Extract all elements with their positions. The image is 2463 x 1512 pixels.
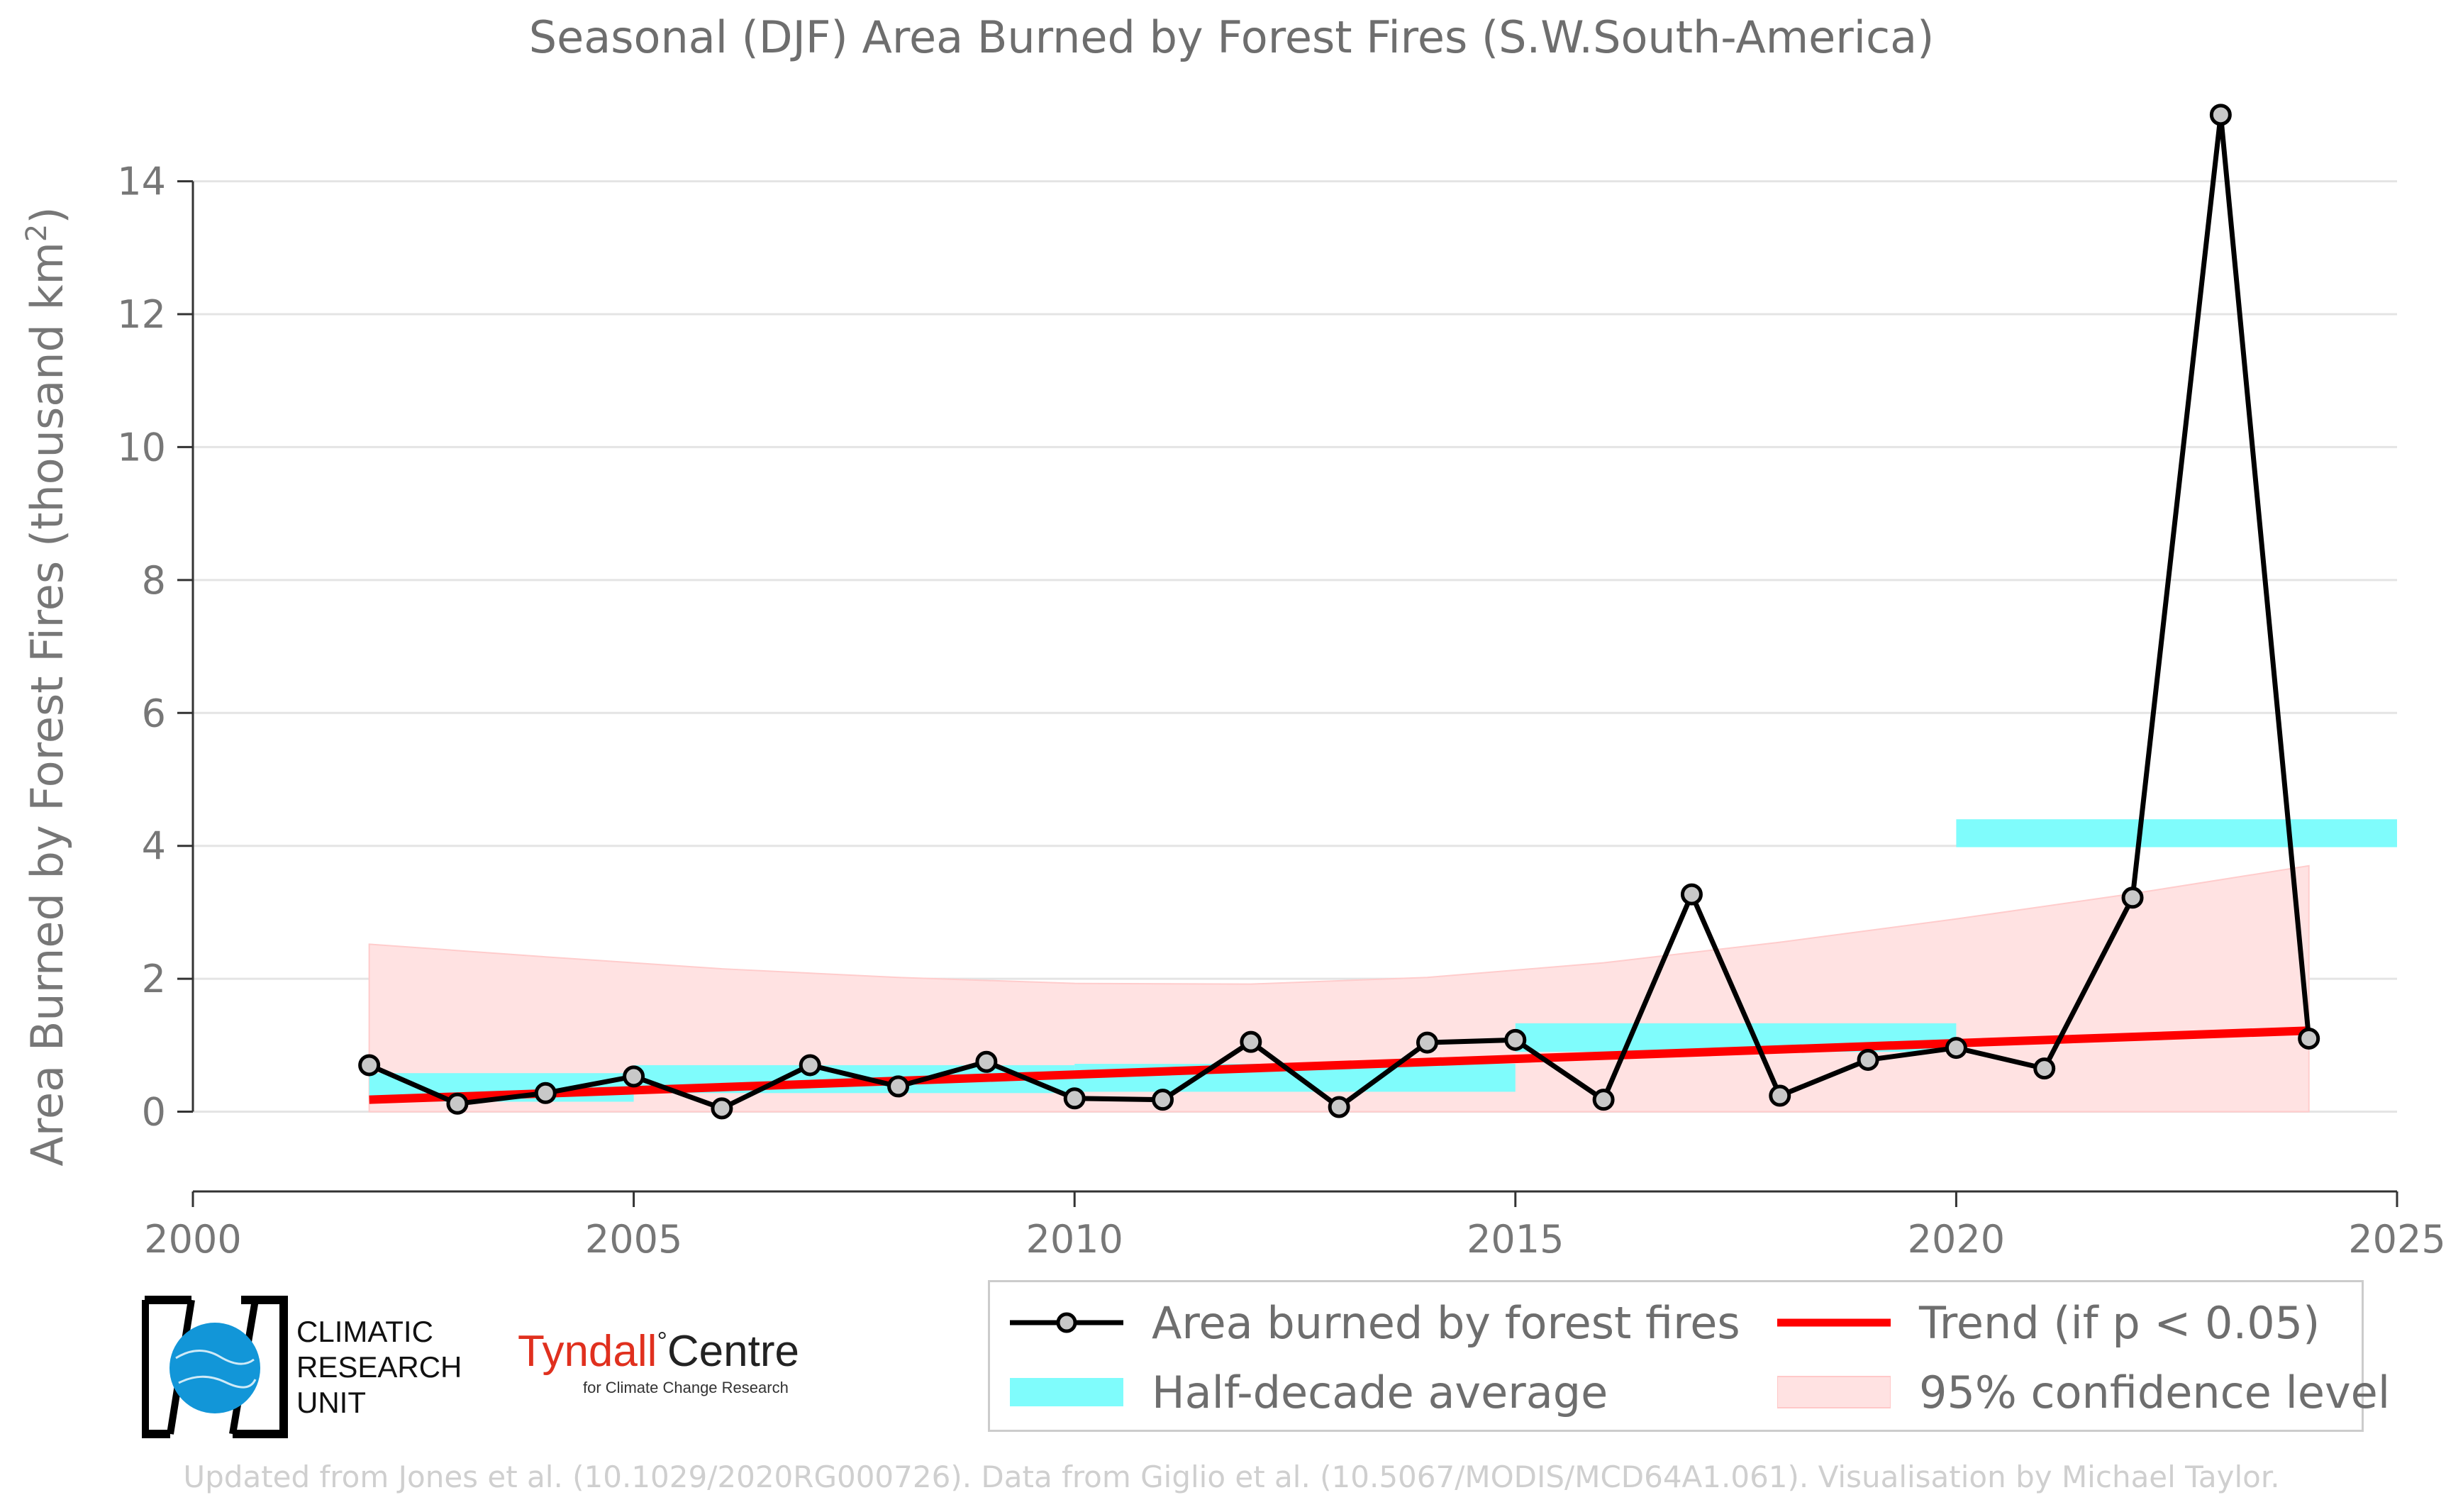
x-tick-label: 2005 (585, 1217, 682, 1262)
legend-label-half-decade: Half-decade average (1152, 1366, 1608, 1418)
y-tick-label: 14 (117, 160, 166, 204)
data-point (1680, 883, 1703, 906)
tyndall-logo: Tyndall°Centre for Climate Change Resear… (518, 1326, 799, 1396)
y-tick-label: 8 (142, 558, 166, 603)
footer-credit: Updated from Jones et al. (10.1029/2020R… (183, 1460, 2280, 1494)
data-point (2033, 1057, 2056, 1080)
legend-label-confidence: 95% confidence level (1919, 1366, 2391, 1418)
x-tick-label: 2015 (1467, 1217, 1564, 1262)
legend-label-trend: Trend (if p < 0.05) (1919, 1296, 2320, 1349)
y-tick-label: 0 (142, 1090, 166, 1135)
data-point (2298, 1027, 2320, 1050)
y-tick-label: 12 (117, 292, 166, 337)
data-point (1769, 1084, 1791, 1107)
data-point (1152, 1089, 1174, 1111)
y-tick-label: 2 (142, 957, 166, 1001)
legend-swatch-half-decade (1010, 1378, 1123, 1406)
legend-label-area-burned: Area burned by forest fires (1152, 1296, 1740, 1349)
data-point (1416, 1031, 1438, 1054)
data-point (623, 1065, 645, 1088)
y-tick-label: 4 (142, 824, 166, 869)
tyndall-logo-centre: Centre (667, 1327, 799, 1376)
legend-item-area-burned: Area burned by forest fires (1010, 1291, 1740, 1355)
data-point (887, 1075, 910, 1098)
half-decade-bar (1956, 819, 2397, 847)
tyndall-logo-degree: ° (657, 1326, 667, 1355)
data-point (2209, 104, 2232, 126)
data-point (1328, 1096, 1350, 1118)
data-point (358, 1054, 381, 1077)
y-tick-label: 10 (117, 425, 166, 469)
legend-item-confidence: 95% confidence level (1777, 1360, 2390, 1424)
legend: Area burned by forest fires Trend (if p … (988, 1280, 2390, 1432)
cru-globe-icon (140, 1296, 288, 1438)
data-point (2121, 886, 2144, 909)
data-point (1063, 1087, 1086, 1110)
legend-item-trend: Trend (if p < 0.05) (1777, 1291, 2320, 1355)
y-axis-label: Area Burned by Forest Fires (thousand km… (21, 206, 73, 1166)
data-point (1504, 1028, 1527, 1051)
trend-line-group (369, 1026, 2309, 1104)
tyndall-logo-name: Tyndall (518, 1327, 657, 1376)
series-group (358, 104, 2320, 1120)
data-point (1945, 1037, 1967, 1060)
data-point (1240, 1030, 1262, 1053)
chart-title: Seasonal (DJF) Area Burned by Forest Fir… (528, 11, 1935, 63)
legend-swatch-line-marker (1010, 1312, 1123, 1333)
data-point (534, 1082, 557, 1104)
axes: 0 2 4 6 8 10 12 14 2000 2005 2010 2015 2020 2025 (117, 160, 2445, 1262)
x-tick-label: 2025 (2348, 1217, 2445, 1262)
data-point (799, 1054, 821, 1077)
tyndall-logo-subtitle: for Climate Change Research (583, 1379, 789, 1396)
y-tick-label: 6 (142, 691, 166, 735)
data-point (1592, 1089, 1615, 1111)
cru-logo: CLIMATIC RESEARCH UNIT (140, 1294, 468, 1440)
x-tick-label: 2000 (144, 1217, 241, 1262)
x-tick-label: 2020 (1908, 1217, 2005, 1262)
data-point (711, 1097, 733, 1120)
x-tick-label: 2010 (1025, 1217, 1123, 1262)
legend-swatch-confidence (1777, 1376, 1891, 1408)
trend-line (369, 1026, 2309, 1104)
data-point (975, 1050, 998, 1073)
legend-item-half-decade: Half-decade average (1010, 1360, 1608, 1424)
cru-logo-text: CLIMATIC RESEARCH UNIT (296, 1315, 462, 1419)
data-point (1857, 1048, 1879, 1071)
data-point (446, 1092, 469, 1115)
legend-swatch-trend (1777, 1318, 1891, 1327)
